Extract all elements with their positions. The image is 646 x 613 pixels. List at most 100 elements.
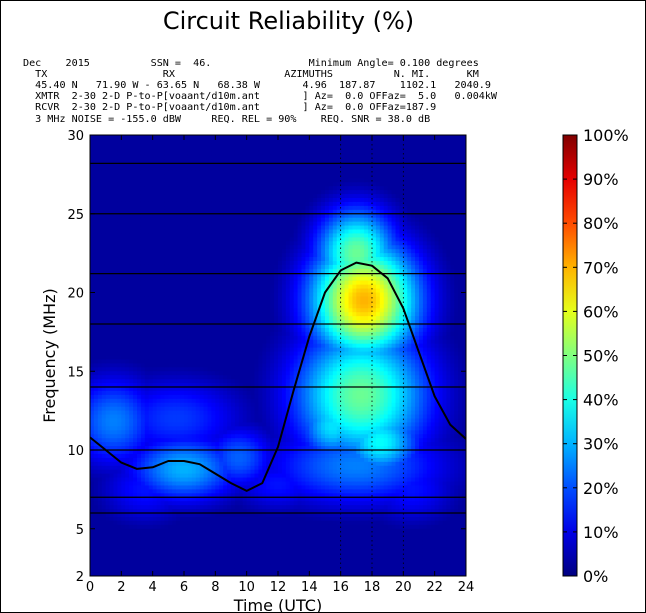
heatmap-cell xyxy=(231,398,236,404)
heatmap-cell xyxy=(160,379,166,384)
heatmap-cell xyxy=(191,150,197,156)
heatmap-cell xyxy=(231,418,236,424)
heatmap-cell xyxy=(207,528,213,534)
heatmap-cell xyxy=(137,135,142,140)
heatmap-cell xyxy=(152,426,158,431)
heatmap-cell xyxy=(129,135,134,140)
heatmap-cell xyxy=(199,556,205,561)
heatmap-cell xyxy=(180,233,185,238)
heatmap-cell xyxy=(219,442,224,447)
heatmap-cell xyxy=(156,201,162,207)
heatmap-cell xyxy=(250,213,256,219)
heatmap-cell xyxy=(195,383,201,388)
heatmap-cell xyxy=(90,442,95,447)
heatmap-cell xyxy=(129,509,134,514)
heatmap-cell xyxy=(129,217,134,223)
heatmap-cell xyxy=(203,414,209,420)
heatmap-cell xyxy=(168,509,173,514)
heatmap-cell xyxy=(254,560,260,565)
heatmap-cell xyxy=(234,174,240,179)
heatmap-cell xyxy=(238,457,244,463)
heatmap-cell xyxy=(156,438,162,443)
heatmap-cell xyxy=(242,343,248,349)
heatmap-cell xyxy=(207,568,213,573)
heatmap-cell xyxy=(105,513,111,518)
heatmap-cell xyxy=(184,253,189,258)
heatmap-cell xyxy=(144,296,150,301)
heatmap-cell xyxy=(156,560,162,565)
heatmap-cell xyxy=(160,217,166,223)
heatmap-cell xyxy=(207,572,213,576)
heatmap-cell xyxy=(90,469,95,475)
heatmap-cell xyxy=(191,241,197,246)
heatmap-cell xyxy=(234,540,240,546)
heatmap-cell xyxy=(140,150,146,156)
heatmap-cell xyxy=(109,446,115,451)
heatmap-cell xyxy=(101,205,107,211)
heatmap-cell xyxy=(238,261,244,266)
heatmap-cell xyxy=(117,552,122,557)
heatmap-cell xyxy=(148,379,154,384)
heatmap-cell xyxy=(101,363,107,368)
heatmap-cell xyxy=(148,568,154,573)
heatmap-cell xyxy=(148,359,154,364)
heatmap-cell xyxy=(180,174,185,179)
heatmap-cell xyxy=(133,331,138,337)
heatmap-cell xyxy=(215,186,220,191)
heatmap-cell xyxy=(184,150,189,156)
heatmap-cell xyxy=(125,355,130,361)
heatmap-cell xyxy=(258,564,263,569)
heatmap-cell xyxy=(238,213,244,219)
heatmap-cell xyxy=(227,182,232,187)
heatmap-cell xyxy=(97,513,103,518)
heatmap-cell xyxy=(180,339,185,345)
heatmap-cell xyxy=(238,473,244,479)
heatmap-cell xyxy=(90,375,95,380)
heatmap-cell xyxy=(152,150,158,156)
heatmap-cell xyxy=(223,288,228,294)
heatmap-cell xyxy=(195,568,201,573)
heatmap-cell xyxy=(156,194,162,199)
heatmap-cell xyxy=(211,532,216,538)
heatmap-cell xyxy=(199,426,205,431)
heatmap-cell xyxy=(250,166,256,172)
heatmap-cell xyxy=(140,528,146,534)
heatmap-cell xyxy=(109,300,115,305)
heatmap-cell xyxy=(109,481,115,487)
heatmap-cell xyxy=(250,556,256,561)
heatmap-cell xyxy=(223,410,228,416)
heatmap-cell xyxy=(156,316,162,321)
heatmap-cell xyxy=(93,371,99,376)
heatmap-cell xyxy=(164,351,169,357)
heatmap-cell xyxy=(117,335,122,341)
heatmap-cell xyxy=(156,430,162,435)
heatmap-cell xyxy=(137,461,142,467)
heatmap-cell xyxy=(187,473,193,479)
heatmap-cell xyxy=(156,241,162,246)
heatmap-cell xyxy=(164,280,169,286)
heatmap-cell xyxy=(176,209,181,215)
heatmap-cell xyxy=(184,398,189,404)
heatmap-cell xyxy=(137,516,142,522)
heatmap-cell xyxy=(129,190,134,195)
heatmap-cell xyxy=(191,182,197,187)
heatmap-cell xyxy=(156,532,162,538)
heatmap-cell xyxy=(90,166,95,172)
heatmap-cell xyxy=(105,469,111,475)
heatmap-cell xyxy=(234,225,240,231)
heatmap-cell xyxy=(199,485,205,490)
heatmap-cell xyxy=(215,568,220,573)
heatmap-cell xyxy=(144,335,150,341)
heatmap-cell xyxy=(140,142,146,148)
heatmap-cell xyxy=(246,280,252,286)
heatmap-cell xyxy=(172,430,177,435)
heatmap-cell xyxy=(176,513,181,518)
heatmap-cell xyxy=(105,190,111,195)
heatmap-cell xyxy=(164,150,169,156)
heatmap-cell xyxy=(223,493,228,498)
heatmap-cell xyxy=(160,568,166,573)
heatmap-cell xyxy=(215,276,220,282)
heatmap-cell xyxy=(129,201,134,207)
heatmap-cell xyxy=(231,213,236,219)
heatmap-cell xyxy=(172,453,177,459)
